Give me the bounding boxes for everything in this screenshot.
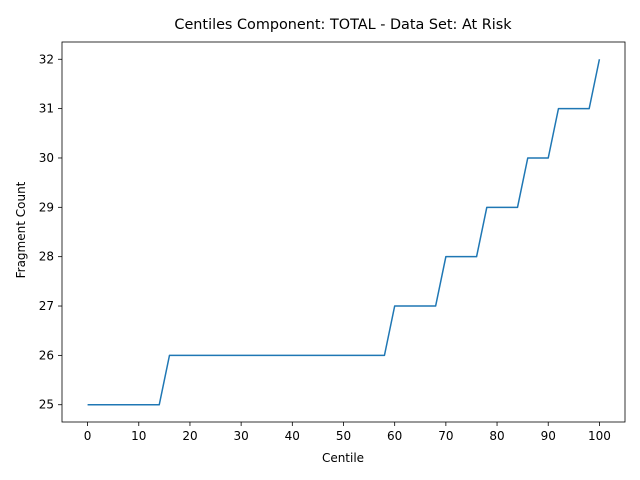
series-line bbox=[87, 59, 601, 406]
y-tick-label: 32 bbox=[39, 52, 54, 66]
y-axis-ticks: 25 26 27 28 29 30 31 32 bbox=[39, 52, 62, 412]
y-tick-label: 31 bbox=[39, 102, 54, 116]
y-tick-label: 25 bbox=[39, 398, 54, 412]
x-tick-label: 80 bbox=[489, 429, 504, 443]
y-tick-label: 26 bbox=[39, 348, 54, 362]
x-tick-label: 30 bbox=[233, 429, 248, 443]
x-tick-label: 10 bbox=[131, 429, 146, 443]
plot-frame bbox=[61, 41, 626, 423]
plot-area bbox=[61, 41, 626, 423]
x-tick-label: 20 bbox=[182, 429, 197, 443]
y-tick-label: 29 bbox=[39, 200, 54, 214]
x-tick-label: 70 bbox=[438, 429, 453, 443]
x-tick-label: 90 bbox=[541, 429, 556, 443]
x-tick-label: 50 bbox=[336, 429, 351, 443]
chart-title: Centiles Component: TOTAL - Data Set: At… bbox=[174, 17, 512, 33]
y-tick-label: 30 bbox=[39, 151, 54, 165]
y-tick-label: 28 bbox=[39, 250, 54, 264]
x-tick-label: 60 bbox=[387, 429, 402, 443]
x-tick-label: 40 bbox=[285, 429, 300, 443]
y-tick-label: 27 bbox=[39, 299, 54, 313]
x-tick-label: 100 bbox=[588, 429, 611, 443]
y-axis-label: Fragment Count bbox=[14, 181, 28, 278]
x-tick-label: 0 bbox=[84, 429, 92, 443]
x-axis-label: Centile bbox=[322, 451, 364, 465]
x-axis-ticks: 0 10 20 30 40 50 60 70 80 90 100 bbox=[84, 422, 611, 443]
